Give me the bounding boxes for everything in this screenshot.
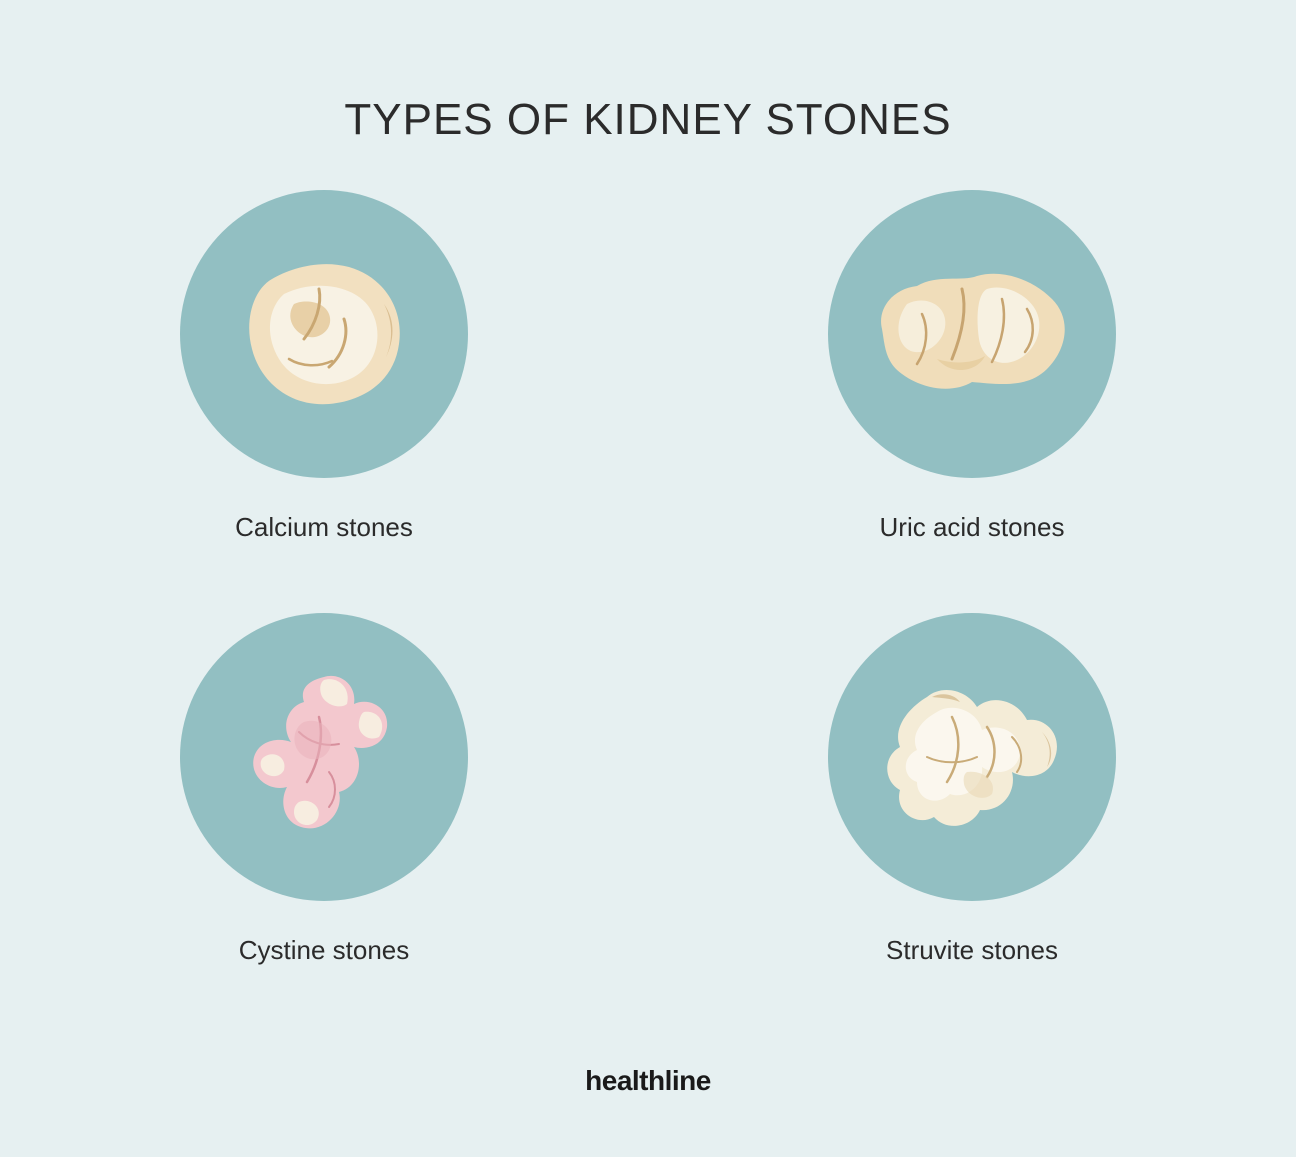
- cell-cystine: Cystine stones: [180, 613, 468, 966]
- brand-logo: healthline: [0, 1065, 1296, 1097]
- circle-uric: [828, 190, 1116, 478]
- label-cystine: Cystine stones: [239, 935, 410, 966]
- label-struvite: Struvite stones: [886, 935, 1058, 966]
- cell-calcium: Calcium stones: [180, 190, 468, 543]
- label-calcium: Calcium stones: [235, 512, 413, 543]
- uric-stone-icon: [867, 264, 1077, 404]
- cell-uric: Uric acid stones: [828, 190, 1116, 543]
- circle-struvite: [828, 613, 1116, 901]
- struvite-stone-icon: [872, 672, 1072, 842]
- infographic-canvas: TYPES OF KIDNEY STONES Calcium stones: [0, 0, 1296, 1157]
- label-uric: Uric acid stones: [880, 512, 1065, 543]
- circle-calcium: [180, 190, 468, 478]
- cell-struvite: Struvite stones: [828, 613, 1116, 966]
- circle-cystine: [180, 613, 468, 901]
- cystine-stone-icon: [229, 662, 419, 852]
- calcium-stone-icon: [234, 249, 414, 419]
- stone-grid: Calcium stones Uric acid stones: [0, 190, 1296, 966]
- page-title: TYPES OF KIDNEY STONES: [0, 95, 1296, 145]
